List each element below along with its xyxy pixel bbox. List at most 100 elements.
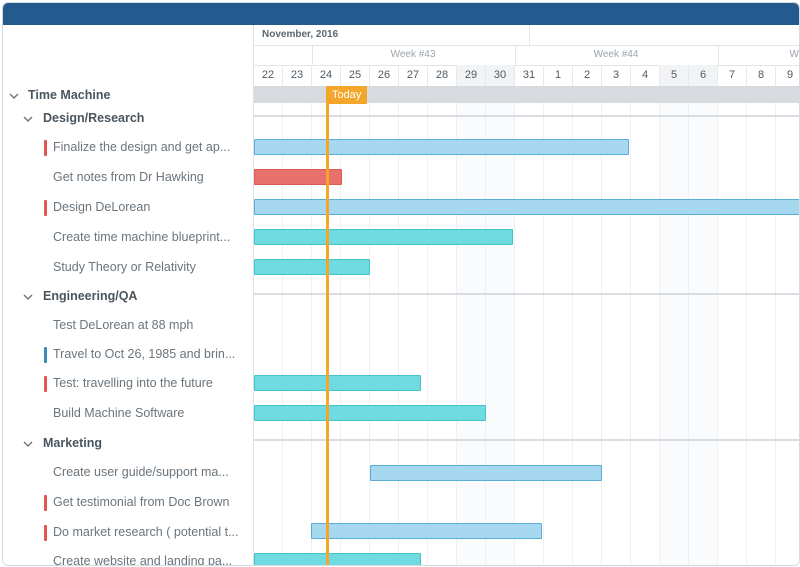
grid-column-line xyxy=(398,86,399,565)
grid-column-line xyxy=(601,86,602,565)
month-separator xyxy=(529,25,530,45)
priority-marker xyxy=(44,376,47,392)
week-separator xyxy=(515,45,516,65)
day-cell: 28 xyxy=(428,65,457,86)
grid-column-line xyxy=(543,86,544,565)
day-cell: 6 xyxy=(689,65,718,86)
grid-column-line xyxy=(659,86,660,565)
grid-column-line xyxy=(572,86,573,565)
month-label: November, 2016 xyxy=(262,29,339,40)
grid-header xyxy=(3,25,253,86)
priority-marker xyxy=(44,140,47,156)
today-badge: Today xyxy=(326,86,368,104)
day-cell: 5 xyxy=(660,65,689,86)
tree-row-task[interactable]: Build Machine Software xyxy=(3,404,253,428)
task-bar[interactable] xyxy=(254,259,370,275)
tree-row-task[interactable]: Design DeLorean xyxy=(3,198,253,222)
gantt-chart-area[interactable]: Today xyxy=(254,86,799,565)
grid-column-line xyxy=(630,86,631,565)
day-cell: 27 xyxy=(399,65,428,86)
tree-row-task[interactable]: Create time machine blueprint... xyxy=(3,228,253,252)
priority-marker xyxy=(44,200,47,216)
grid-column-line xyxy=(456,86,457,565)
grid-column-line xyxy=(775,86,776,565)
tree-row-root-label: Time Machine xyxy=(28,88,111,102)
task-bar[interactable] xyxy=(254,199,799,215)
grid-column-line xyxy=(688,86,689,565)
task-bar[interactable] xyxy=(254,229,513,245)
tree-row-task[interactable]: Travel to Oct 26, 1985 and brin... xyxy=(3,345,253,369)
tree-row-task-label: Create website and landing pa... xyxy=(53,554,233,566)
timeline-month-row: November, 2016 xyxy=(254,25,799,46)
tree-row-task-label: Do market research ( potential t... xyxy=(53,525,239,539)
tree-row-task-label: Create user guide/support ma... xyxy=(53,465,229,479)
weekend-column xyxy=(689,86,718,565)
day-cell: 7 xyxy=(718,65,747,86)
task-bar[interactable] xyxy=(254,553,421,565)
grid-column-line xyxy=(746,86,747,565)
group-separator xyxy=(254,293,799,295)
task-bar[interactable] xyxy=(254,169,342,185)
tree-row-group-label: Marketing xyxy=(43,436,103,450)
tree-row-group[interactable]: Design/Research xyxy=(3,109,253,133)
day-cell: 3 xyxy=(602,65,631,86)
tree-row-task-label: Test: travelling into the future xyxy=(53,376,213,390)
tree-row-task[interactable]: Test: travelling into the future xyxy=(3,374,253,398)
week-label: Week #44 xyxy=(593,49,639,60)
chevron-down-icon[interactable] xyxy=(8,90,20,102)
tree-row-group-label: Engineering/QA xyxy=(43,289,138,303)
tree-row-task[interactable]: Create user guide/support ma... xyxy=(3,463,253,487)
day-cell: 25 xyxy=(341,65,370,86)
task-bar[interactable] xyxy=(254,375,421,391)
tree-row-task-label: Study Theory or Relativity xyxy=(53,260,196,274)
week-label: Week #43 xyxy=(390,49,436,60)
tree-row-task[interactable]: Create website and landing pa... xyxy=(3,552,253,566)
tree-row-root[interactable]: Time Machine xyxy=(3,86,253,110)
tree-row-task-label: Build Machine Software xyxy=(53,406,185,420)
tree-row-task[interactable]: Study Theory or Relativity xyxy=(3,258,253,282)
chevron-down-icon[interactable] xyxy=(22,438,34,450)
grid-column-line xyxy=(485,86,486,565)
day-cell: 8 xyxy=(747,65,776,86)
weekend-column xyxy=(660,86,689,565)
day-cell: 1 xyxy=(544,65,573,86)
chevron-down-icon[interactable] xyxy=(22,291,34,303)
task-bar[interactable] xyxy=(254,405,486,421)
task-bar[interactable] xyxy=(311,523,542,539)
tree-row-task[interactable]: Get testimonial from Doc Brown xyxy=(3,493,253,517)
tree-row-task[interactable]: Get notes from Dr Hawking xyxy=(3,168,253,192)
task-bar[interactable] xyxy=(254,139,629,155)
pane-divider[interactable] xyxy=(253,25,254,565)
today-line xyxy=(326,86,329,565)
day-cell: 30 xyxy=(486,65,515,86)
grid-column-line xyxy=(340,86,341,565)
tree-row-task[interactable]: Test DeLorean at 88 mph xyxy=(3,316,253,340)
tree-row-group[interactable]: Engineering/QA xyxy=(3,287,253,311)
project-summary-bar[interactable] xyxy=(254,86,799,103)
priority-marker xyxy=(44,347,47,363)
weekend-column xyxy=(486,86,515,565)
day-cell: 26 xyxy=(370,65,399,86)
tree-row-task-label: Get notes from Dr Hawking xyxy=(53,170,204,184)
tree-row-task-label: Finalize the design and get ap... xyxy=(53,140,231,154)
tree-row-task[interactable]: Do market research ( potential t... xyxy=(3,523,253,547)
day-cell: 4 xyxy=(631,65,660,86)
tree-row-task-label: Get testimonial from Doc Brown xyxy=(53,495,230,509)
week-separator xyxy=(718,45,719,65)
group-separator xyxy=(254,115,799,117)
task-tree: Time Machine Design/Research Finalize the … xyxy=(3,86,253,565)
grid-column-line xyxy=(514,86,515,565)
weekend-column xyxy=(457,86,486,565)
task-bar[interactable] xyxy=(370,465,602,481)
tree-row-group[interactable]: Marketing xyxy=(3,434,253,458)
tree-row-task[interactable]: Finalize the design and get ap... xyxy=(3,138,253,162)
tree-row-group-label: Design/Research xyxy=(43,111,145,125)
grid-column-line xyxy=(717,86,718,565)
grid-column-line xyxy=(369,86,370,565)
chevron-down-icon[interactable] xyxy=(22,113,34,125)
day-cell: 29 xyxy=(457,65,486,86)
tree-row-task-label: Create time machine blueprint... xyxy=(53,230,231,244)
grid-column-line xyxy=(427,86,428,565)
header-bar xyxy=(3,3,799,25)
